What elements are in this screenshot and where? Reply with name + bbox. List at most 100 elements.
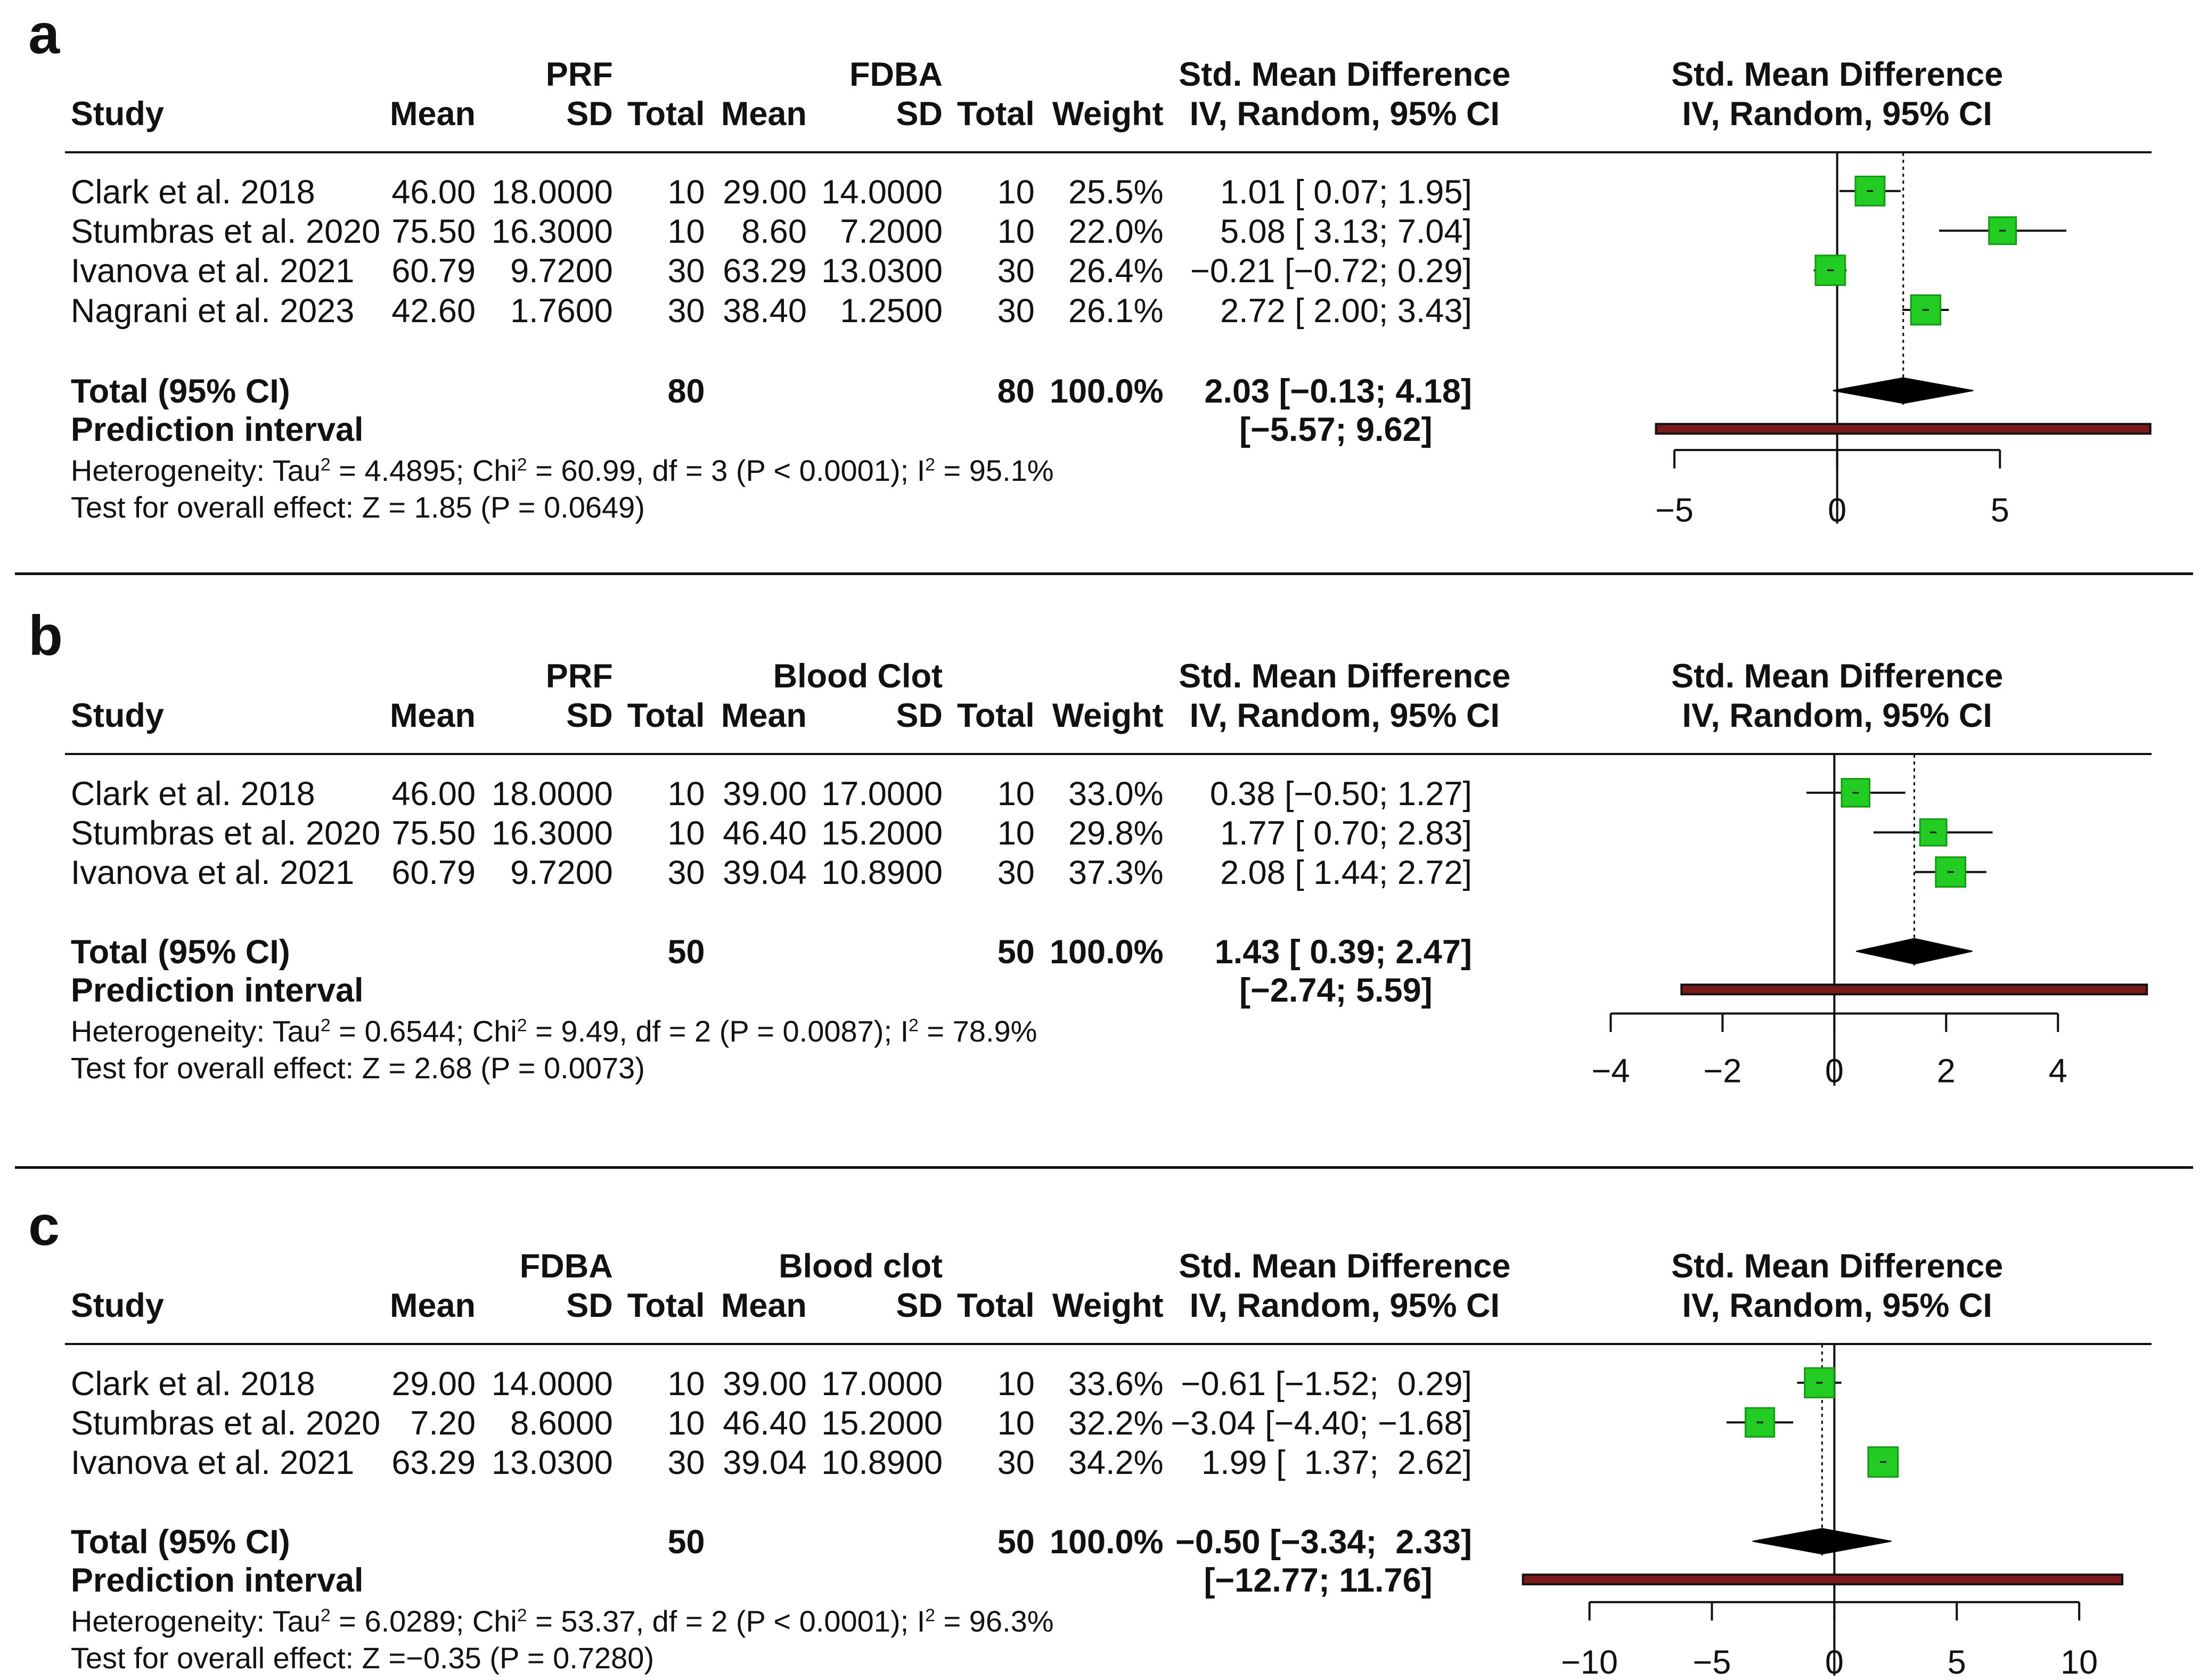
smd-plot-method-header: IV, Random, 95% CI (1682, 95, 1992, 133)
study-smd-ci: 5.08 [ 3.13; 7.04] (1220, 212, 1472, 250)
study-weight: 22.0% (1068, 212, 1164, 250)
x-axis-tick-label: 10 (2060, 1644, 2098, 1680)
total-group2-n: 50 (997, 933, 1035, 971)
group1-total: 10 (667, 173, 705, 211)
total-smd-ci: 1.43 [ 0.39; 2.47] (1214, 933, 1472, 971)
group1-total: 30 (667, 854, 705, 892)
prediction-interval-bar (1655, 423, 2152, 435)
weight-column-header: Weight (1052, 95, 1164, 133)
study-name: Stumbras et al. 2020 (70, 212, 381, 250)
smd-plot-header-title: Std. Mean Difference (1671, 657, 2003, 695)
group1-total: 10 (667, 1365, 705, 1403)
total1-column-header: Total (627, 697, 705, 735)
group1-mean: 7.20 (410, 1404, 476, 1442)
study-name: Stumbras et al. 2020 (70, 814, 381, 852)
total-label: Total (95% CI) (70, 1523, 290, 1561)
study-effect-box (1854, 175, 1886, 207)
total-label: Total (95% CI) (70, 373, 290, 411)
group1-total: 30 (667, 252, 705, 290)
group2-sd: 13.0300 (821, 252, 943, 290)
panel-label: c (28, 1194, 60, 1257)
group1-sd: 14.0000 (492, 1365, 613, 1403)
group1-sd: 9.7200 (510, 854, 613, 892)
study-weight: 33.0% (1068, 775, 1164, 813)
prediction-interval-ci: [−2.74; 5.59] (1239, 971, 1433, 1009)
total1-column-header: Total (627, 1287, 705, 1325)
prediction-interval-ci: [−5.57; 9.62] (1239, 411, 1433, 449)
group2-total: 10 (997, 212, 1035, 250)
study-smd-ci: 1.77 [ 0.70; 2.83] (1220, 814, 1472, 852)
study-smd-ci: −0.21 [−0.72; 0.29] (1190, 252, 1472, 290)
total-group2-n: 50 (997, 1523, 1035, 1561)
sd1-column-header: SD (566, 697, 613, 735)
group2-sd: 17.0000 (821, 775, 943, 813)
group2-mean: 46.40 (723, 814, 807, 852)
study-smd-ci: 2.72 [ 2.00; 3.43] (1220, 292, 1472, 330)
panel-a: a PRF FDBA Std. Mean Difference Std. Mean Di… (0, 0, 2208, 559)
header-rule (65, 151, 2152, 154)
total-weight: 100.0% (1049, 933, 1164, 971)
prediction-interval-label: Prediction interval (70, 1561, 364, 1599)
group2-mean: 39.04 (723, 1444, 807, 1482)
prediction-interval-bar (1522, 1574, 2124, 1586)
group2-header: FDBA (849, 55, 943, 93)
group2-total: 30 (997, 1444, 1035, 1482)
group2-mean: 8.60 (741, 212, 807, 250)
mean2-column-header: Mean (721, 95, 807, 133)
mean1-column-header: Mean (389, 1287, 476, 1325)
group1-total: 10 (667, 814, 705, 852)
group2-total: 10 (997, 1404, 1035, 1442)
group1-total: 30 (667, 1444, 705, 1482)
overall-effect-test: Test for overall effect: Z =−0.35 (P = 0… (70, 1641, 655, 1675)
panel-label: a (28, 2, 60, 65)
group2-total: 30 (997, 292, 1035, 330)
group2-mean: 39.04 (723, 854, 807, 892)
smd-method-header: IV, Random, 95% CI (1189, 1287, 1500, 1325)
group2-sd: 10.8900 (821, 1444, 943, 1482)
x-axis-tick-label: −4 (1592, 1052, 1630, 1089)
x-axis-tick-label: 0 (1825, 1644, 1844, 1680)
group1-sd: 16.3000 (492, 814, 613, 852)
group2-mean: 29.00 (723, 173, 807, 211)
mean2-column-header: Mean (721, 697, 807, 735)
study-weight: 33.6% (1068, 1365, 1164, 1403)
study-name: Clark et al. 2018 (70, 173, 315, 211)
total-group2-n: 80 (997, 373, 1035, 411)
total-smd-ci: 2.03 [−0.13; 4.18] (1204, 373, 1472, 411)
group1-total: 30 (667, 292, 705, 330)
sd1-column-header: SD (566, 1287, 613, 1325)
heterogeneity-statistics: Heterogeneity: Tau2 = 4.4895; Chi2 = 60.… (70, 453, 1054, 487)
pooled-effect-diamond (1856, 938, 1973, 965)
group1-sd: 8.6000 (510, 1404, 613, 1442)
study-column-header: Study (70, 95, 164, 133)
total-group1-n: 50 (667, 933, 705, 971)
study-name: Ivanova et al. 2021 (70, 1444, 355, 1482)
group1-mean: 75.50 (391, 814, 476, 852)
smd-plot-method-header: IV, Random, 95% CI (1682, 1287, 1992, 1325)
group1-sd: 18.0000 (492, 775, 613, 813)
study-name: Nagrani et al. 2023 (70, 292, 355, 330)
prediction-interval-label: Prediction interval (70, 411, 364, 449)
group2-mean: 38.40 (723, 292, 807, 330)
prediction-interval-ci: [−12.77; 11.76] (1204, 1561, 1433, 1599)
heterogeneity-statistics: Heterogeneity: Tau2 = 6.0289; Chi2 = 53.… (70, 1604, 1054, 1638)
panel-separator (15, 1166, 2193, 1169)
mean1-column-header: Mean (389, 95, 476, 133)
group2-header: Blood clot (779, 1247, 943, 1285)
group2-mean: 39.00 (723, 775, 807, 813)
group1-mean: 42.60 (391, 292, 476, 330)
group2-total: 10 (997, 1365, 1035, 1403)
total2-column-header: Total (956, 95, 1035, 133)
group2-sd: 17.0000 (821, 1365, 943, 1403)
header-rule (65, 753, 2152, 756)
total-smd-ci: −0.50 [−3.34; 2.33] (1175, 1523, 1472, 1561)
group1-mean: 46.00 (391, 173, 476, 211)
x-axis-tick-label: 0 (1825, 1052, 1844, 1089)
panel-b: b PRF Blood Clot Std. Mean Difference Std. M… (0, 602, 2208, 1161)
group2-mean: 46.40 (723, 1404, 807, 1442)
group2-total: 30 (997, 854, 1035, 892)
study-column-header: Study (70, 697, 164, 735)
x-axis-tick-label: 4 (2049, 1052, 2067, 1089)
heterogeneity-statistics: Heterogeneity: Tau2 = 0.6544; Chi2 = 9.4… (70, 1014, 1037, 1048)
